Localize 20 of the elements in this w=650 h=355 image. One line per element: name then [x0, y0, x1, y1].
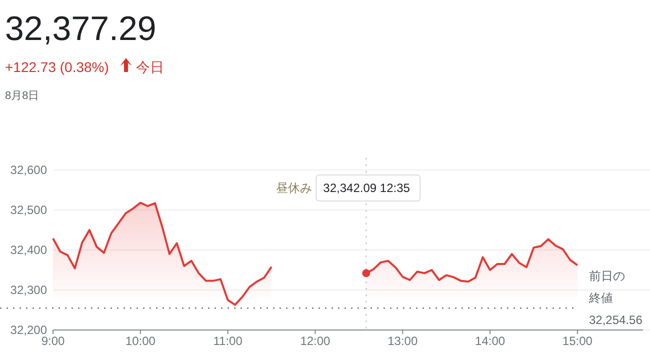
x-tick-label: 10:00 — [125, 334, 156, 348]
chart-title: 32,377.29 — [5, 10, 156, 48]
annotation: 32,342.09 12:35 — [323, 181, 410, 195]
ref-line-label: 前日の終値 — [588, 269, 625, 306]
chart-subtitle: +122.73 (0.38%) — [5, 59, 109, 75]
x-tick-label: 9:00 — [41, 334, 65, 348]
y-tick-label: 32,300 — [10, 283, 48, 297]
x-tick-label: 11:00 — [213, 334, 243, 348]
y-tick-label: 32,600 — [10, 163, 48, 177]
x-tick-label: 12:00 — [300, 334, 331, 348]
y-tick-label: 32,400 — [10, 243, 48, 257]
y-tick-label: 32,500 — [10, 203, 48, 217]
y-tick-label: 32,200 — [10, 323, 48, 337]
text: 8月8日 — [5, 90, 40, 102]
annotation: 昼休み — [276, 181, 312, 195]
text: 今日 — [136, 59, 164, 75]
x-tick-label: 14:00 — [475, 334, 506, 348]
x-tick-label: 15:00 — [562, 334, 593, 348]
annotation: 32,254.56 — [589, 313, 643, 328]
x-tick-label: 13:00 — [388, 334, 418, 348]
